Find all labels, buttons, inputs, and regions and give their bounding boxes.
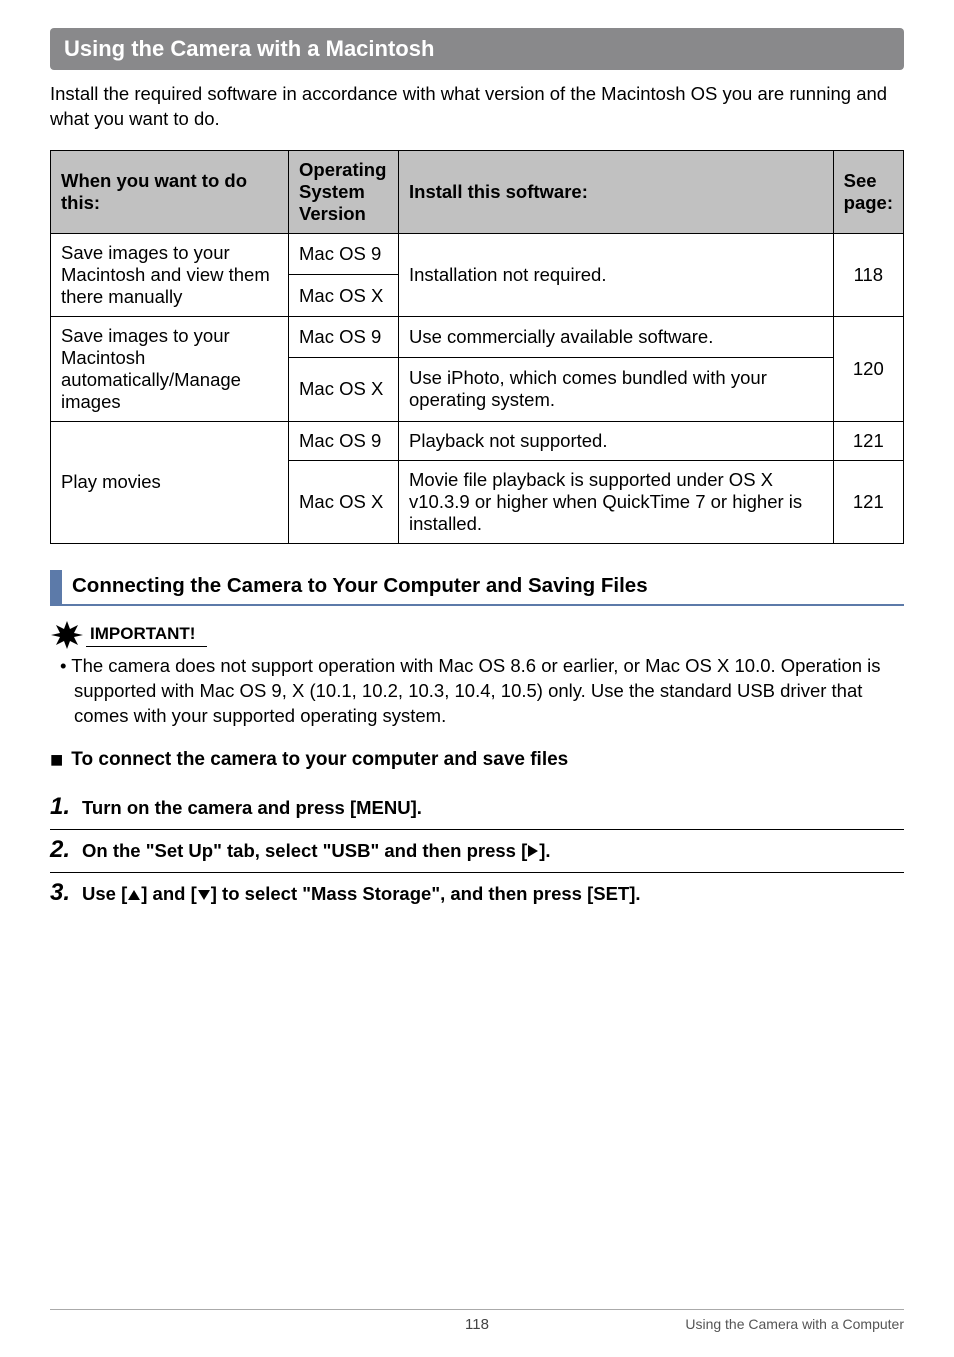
step-2: 2. On the "Set Up" tab, select "USB" and… (50, 830, 904, 872)
subheading: Connecting the Camera to Your Computer a… (50, 570, 904, 606)
important-bullet: • The camera does not support operation … (50, 654, 904, 729)
th-when: When you want to do this: (51, 150, 289, 233)
important-label: IMPORTANT! (86, 622, 207, 647)
cell-page: 121 (833, 421, 903, 460)
step-text: Turn on the camera and press [MENU]. (82, 797, 422, 819)
step-2a: On the "Set Up" tab, select "USB" and th… (82, 840, 527, 861)
cell-page: 118 (833, 233, 903, 316)
burst-icon (50, 620, 84, 650)
step-3c: ] to select "Mass Storage", and then pre… (211, 883, 641, 904)
cell-page: 121 (833, 460, 903, 543)
step-text: On the "Set Up" tab, select "USB" and th… (82, 840, 551, 862)
square-heading: ■ To connect the camera to your computer… (50, 747, 904, 773)
table-row: Save images to your Macintosh automatica… (51, 316, 904, 357)
cell-os: Mac OS 9 (289, 316, 399, 357)
cell-os: Mac OS 9 (289, 421, 399, 460)
cell-page: 120 (833, 316, 903, 421)
section-banner: Using the Camera with a Macintosh (50, 28, 904, 70)
square-heading-text: To connect the camera to your computer a… (71, 749, 568, 771)
step-number: 1. (50, 793, 82, 821)
cell-install: Movie file playback is supported under O… (399, 460, 834, 543)
cell-os: Mac OS X (289, 460, 399, 543)
cell-os: Mac OS X (289, 357, 399, 421)
cell-install: Use commercially available software. (399, 316, 834, 357)
important-row: IMPORTANT! (50, 620, 904, 650)
step-number: 2. (50, 836, 82, 864)
cell-os: Mac OS 9 (289, 233, 399, 275)
step-text: Use [ ] and [ ] to select "Mass Storage", … (82, 883, 641, 905)
page-footer: 118 Using the Camera with a Computer (50, 1309, 904, 1333)
cell-install: Playback not supported. (399, 421, 834, 460)
software-table: When you want to do this: Operating Syst… (50, 150, 904, 544)
cell-os: Mac OS X (289, 275, 399, 317)
th-install: Install this software: (399, 150, 834, 233)
square-icon: ■ (50, 747, 63, 773)
cell-when: Save images to your Macintosh and view t… (51, 233, 289, 316)
th-page: See page: (833, 150, 903, 233)
cell-install: Installation not required. (399, 233, 834, 316)
step-3: 3. Use [ ] and [ ] to select "Mass Storage… (50, 873, 904, 915)
cell-install: Use iPhoto, which comes bundled with you… (399, 357, 834, 421)
step-1: 1. Turn on the camera and press [MENU]. (50, 787, 904, 829)
table-row: Play movies Mac OS 9 Playback not suppor… (51, 421, 904, 460)
step-2b: ]. (539, 840, 550, 861)
step-3b: ] and [ (141, 883, 197, 904)
cell-when: Play movies (51, 421, 289, 543)
footer-spacer (50, 1316, 335, 1333)
subheading-text: Connecting the Camera to Your Computer a… (62, 570, 648, 604)
footer-page-number: 118 (335, 1316, 620, 1333)
up-arrow-icon (127, 889, 141, 901)
subheading-bar (50, 570, 62, 604)
th-os: Operating System Version (289, 150, 399, 233)
table-header-row: When you want to do this: Operating Syst… (51, 150, 904, 233)
step-number: 3. (50, 879, 82, 907)
down-arrow-icon (197, 889, 211, 901)
right-arrow-icon (527, 844, 539, 858)
table-row: Save images to your Macintosh and view t… (51, 233, 904, 275)
footer-section-title: Using the Camera with a Computer (619, 1316, 904, 1333)
intro-text: Install the required software in accorda… (50, 82, 904, 132)
cell-when: Save images to your Macintosh automatica… (51, 316, 289, 421)
step-3a: Use [ (82, 883, 127, 904)
